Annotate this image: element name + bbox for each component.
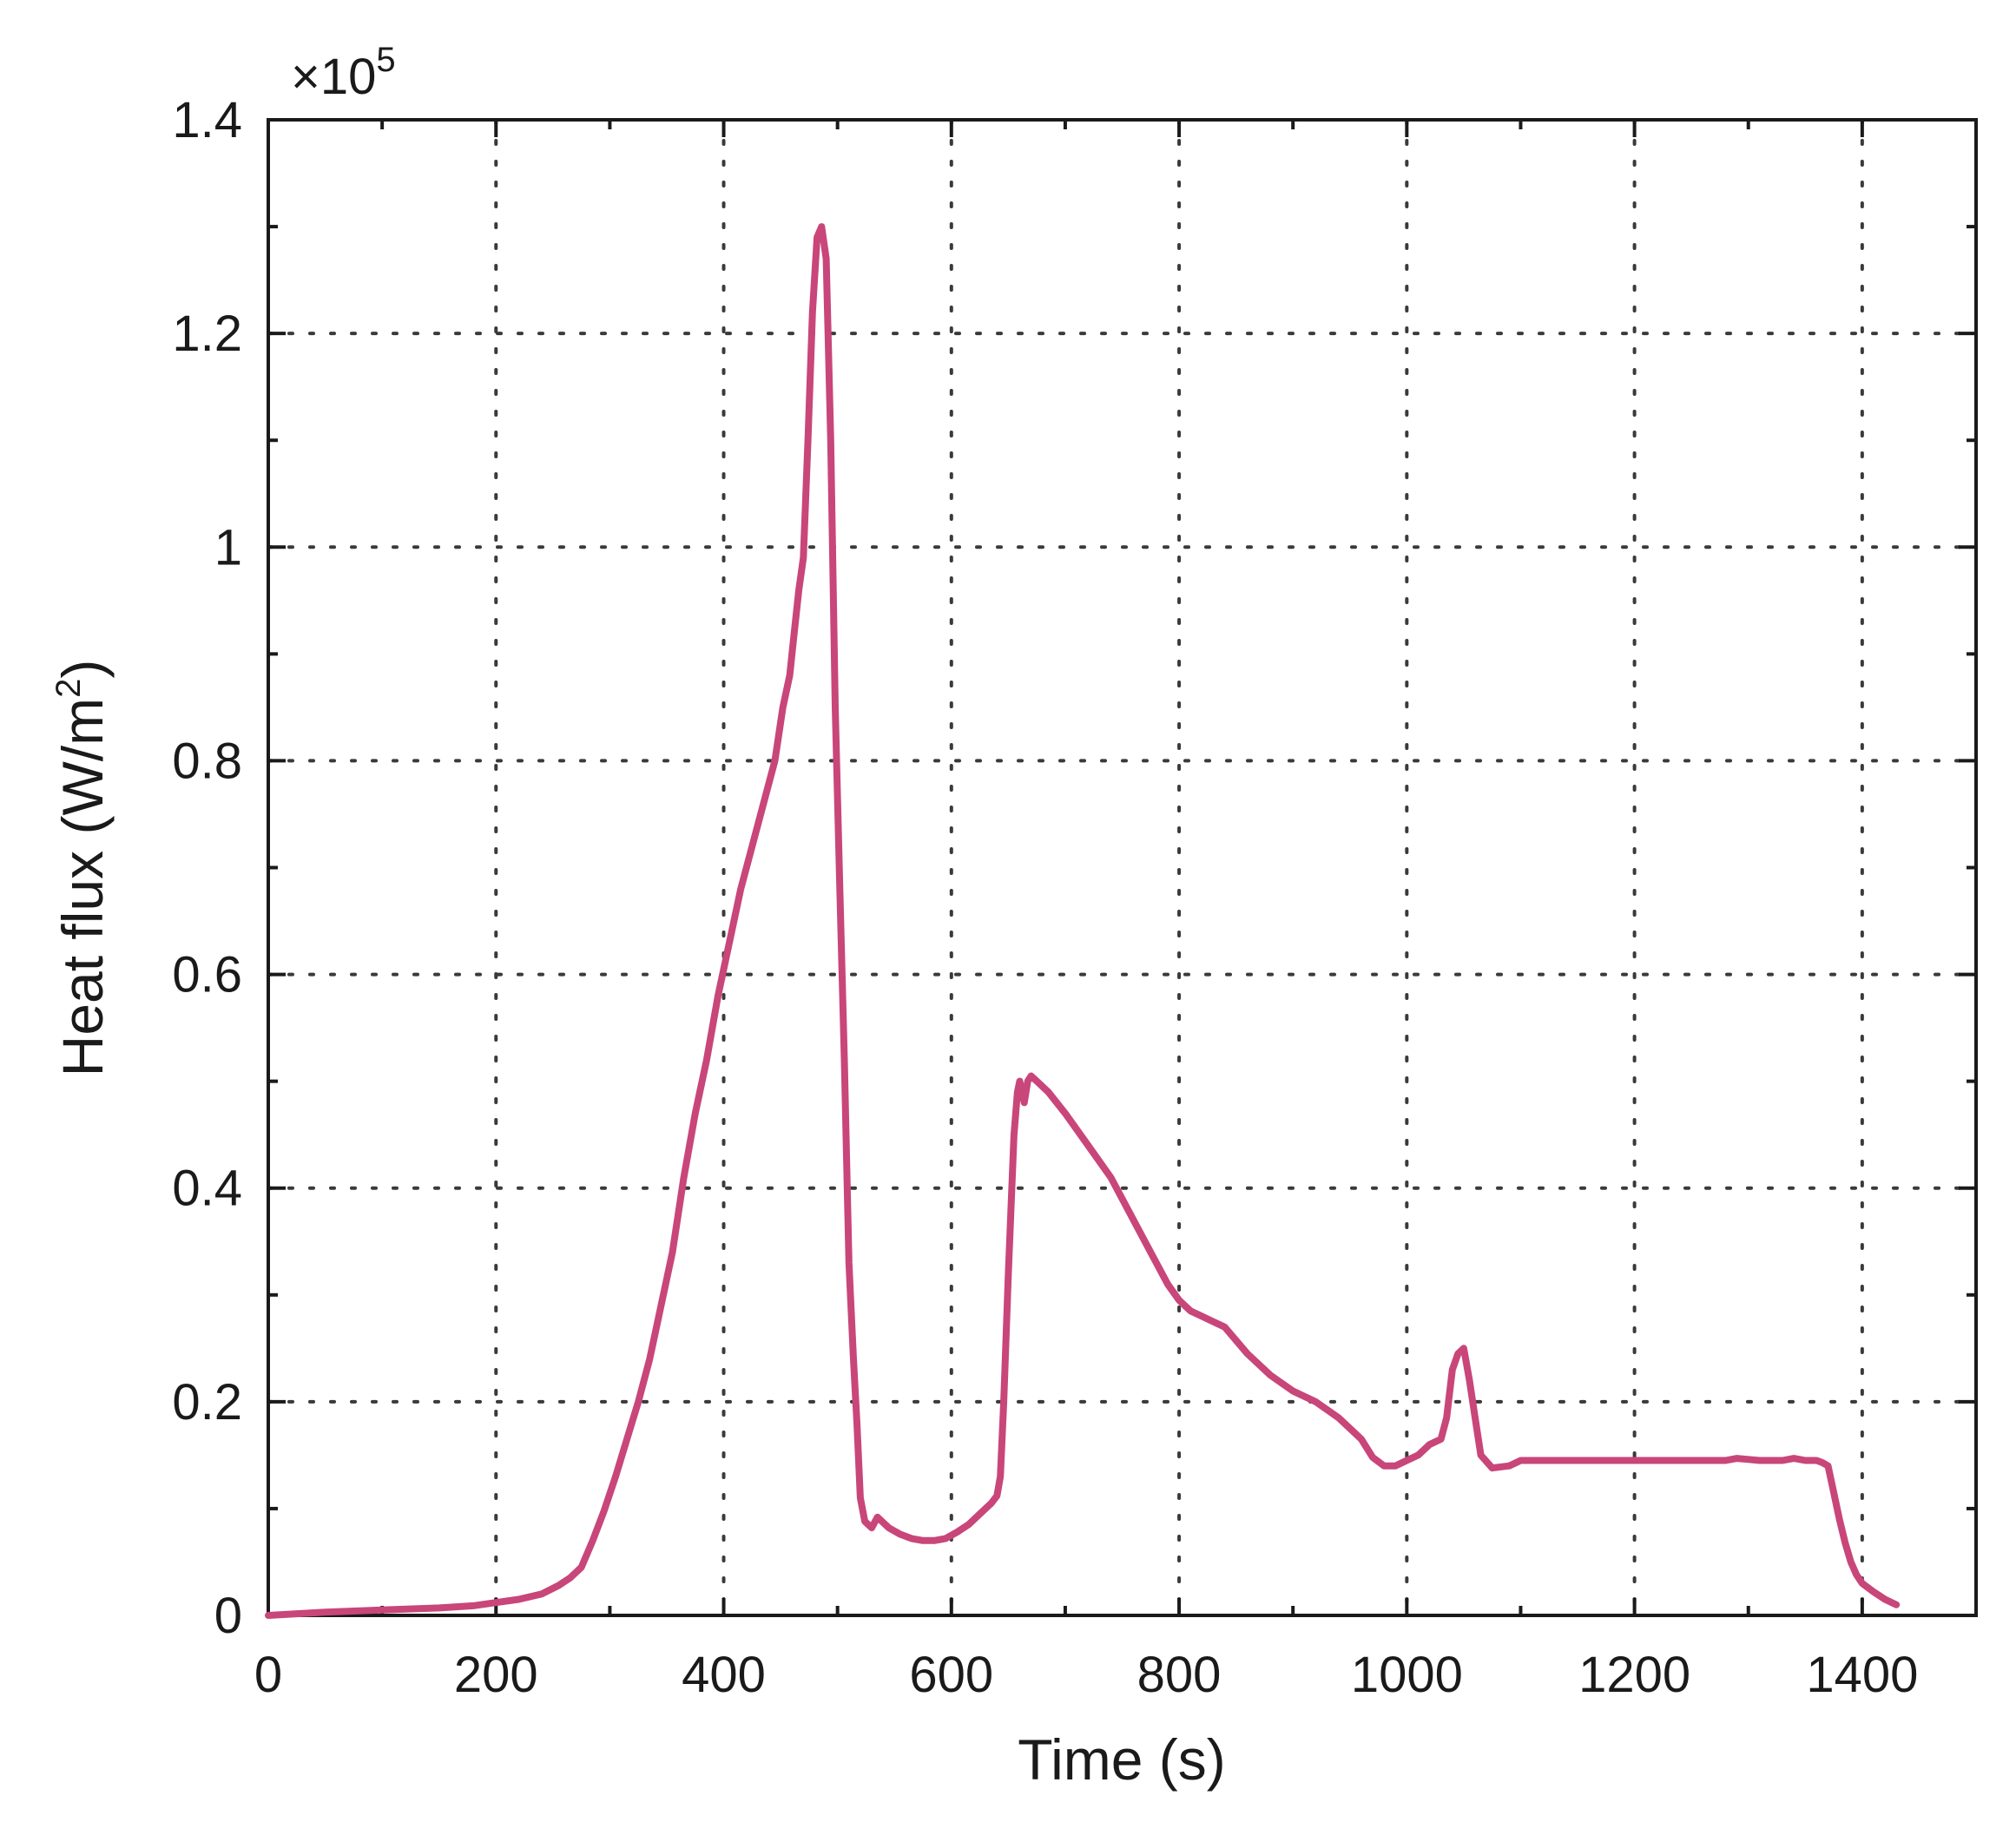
series-group (265, 223, 1901, 1619)
x-tick-label: 1200 (1578, 1647, 1690, 1703)
plot-area-border (267, 118, 1978, 1617)
heat-flux-series-line (265, 223, 1901, 1619)
y-multiplier-sup: 5 (376, 41, 395, 79)
x-tick-label: 600 (909, 1647, 993, 1703)
x-tick-label: 1000 (1351, 1647, 1463, 1703)
y-tick-label: 1 (214, 519, 242, 576)
y-tick-label: 0 (214, 1588, 242, 1644)
x-tick-label: 1400 (1806, 1647, 1918, 1703)
y-axis-label-sup: 2 (49, 679, 88, 698)
grid-lines (267, 118, 1978, 1617)
y-axis-label: Heat flux (W/m2) (49, 660, 115, 1077)
x-tick-label: 400 (682, 1647, 766, 1703)
y-tick-label: 0.4 (172, 1161, 242, 1217)
y-multiplier-label: ×105 (291, 41, 396, 105)
x-tick-labels: 0 200 400 600 800 1000 1200 1400 (254, 1647, 1919, 1703)
axis-ticks (267, 118, 1978, 1617)
y-tick-label: 0.8 (172, 733, 242, 789)
y-tick-label: 1.4 (172, 92, 242, 148)
x-tick-label: 0 (254, 1647, 282, 1703)
y-tick-label: 0.6 (172, 947, 242, 1003)
y-tick-label: 0.2 (172, 1374, 242, 1431)
y-tick-labels: 0 0.2 0.4 0.6 0.8 1 1.2 1.4 (172, 92, 242, 1644)
x-axis-label: Time (s) (1018, 1727, 1226, 1792)
y-axis-label-close: ) (50, 660, 115, 679)
y-tick-label: 1.2 (172, 306, 242, 362)
x-tick-label: 800 (1137, 1647, 1222, 1703)
y-multiplier-text: ×10 (291, 49, 376, 105)
y-axis-label-text: Heat flux (W/m (50, 698, 115, 1076)
x-tick-label: 200 (454, 1647, 538, 1703)
